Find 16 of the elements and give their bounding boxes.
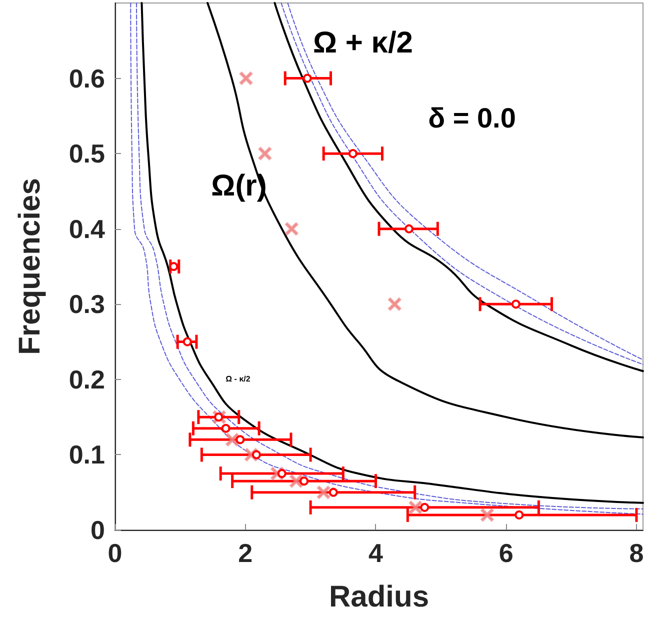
- annotation: Ω - κ/2: [226, 374, 251, 384]
- annotation: Ω + κ/2: [313, 26, 413, 60]
- x-tick-label: 2: [238, 538, 253, 568]
- x-tick-label: 6: [498, 538, 514, 568]
- annotation: δ = 0.0: [428, 102, 516, 134]
- y-axis-title: Frequencies: [14, 178, 46, 355]
- y-tick-label: 0.3: [68, 289, 105, 320]
- y-tick-label: 0.6: [68, 63, 105, 94]
- y-tick-label: 0: [90, 515, 105, 545]
- y-tick-label: 0.1: [68, 440, 105, 470]
- y-tick-label: 0.5: [68, 138, 105, 169]
- y-tick-label: 0.2: [68, 364, 105, 394]
- x-axis-title: Radius: [328, 580, 430, 614]
- x-tick-label: 8: [629, 538, 644, 568]
- x-tick-label: 4: [368, 538, 384, 568]
- y-tick-label: 0.4: [68, 214, 106, 244]
